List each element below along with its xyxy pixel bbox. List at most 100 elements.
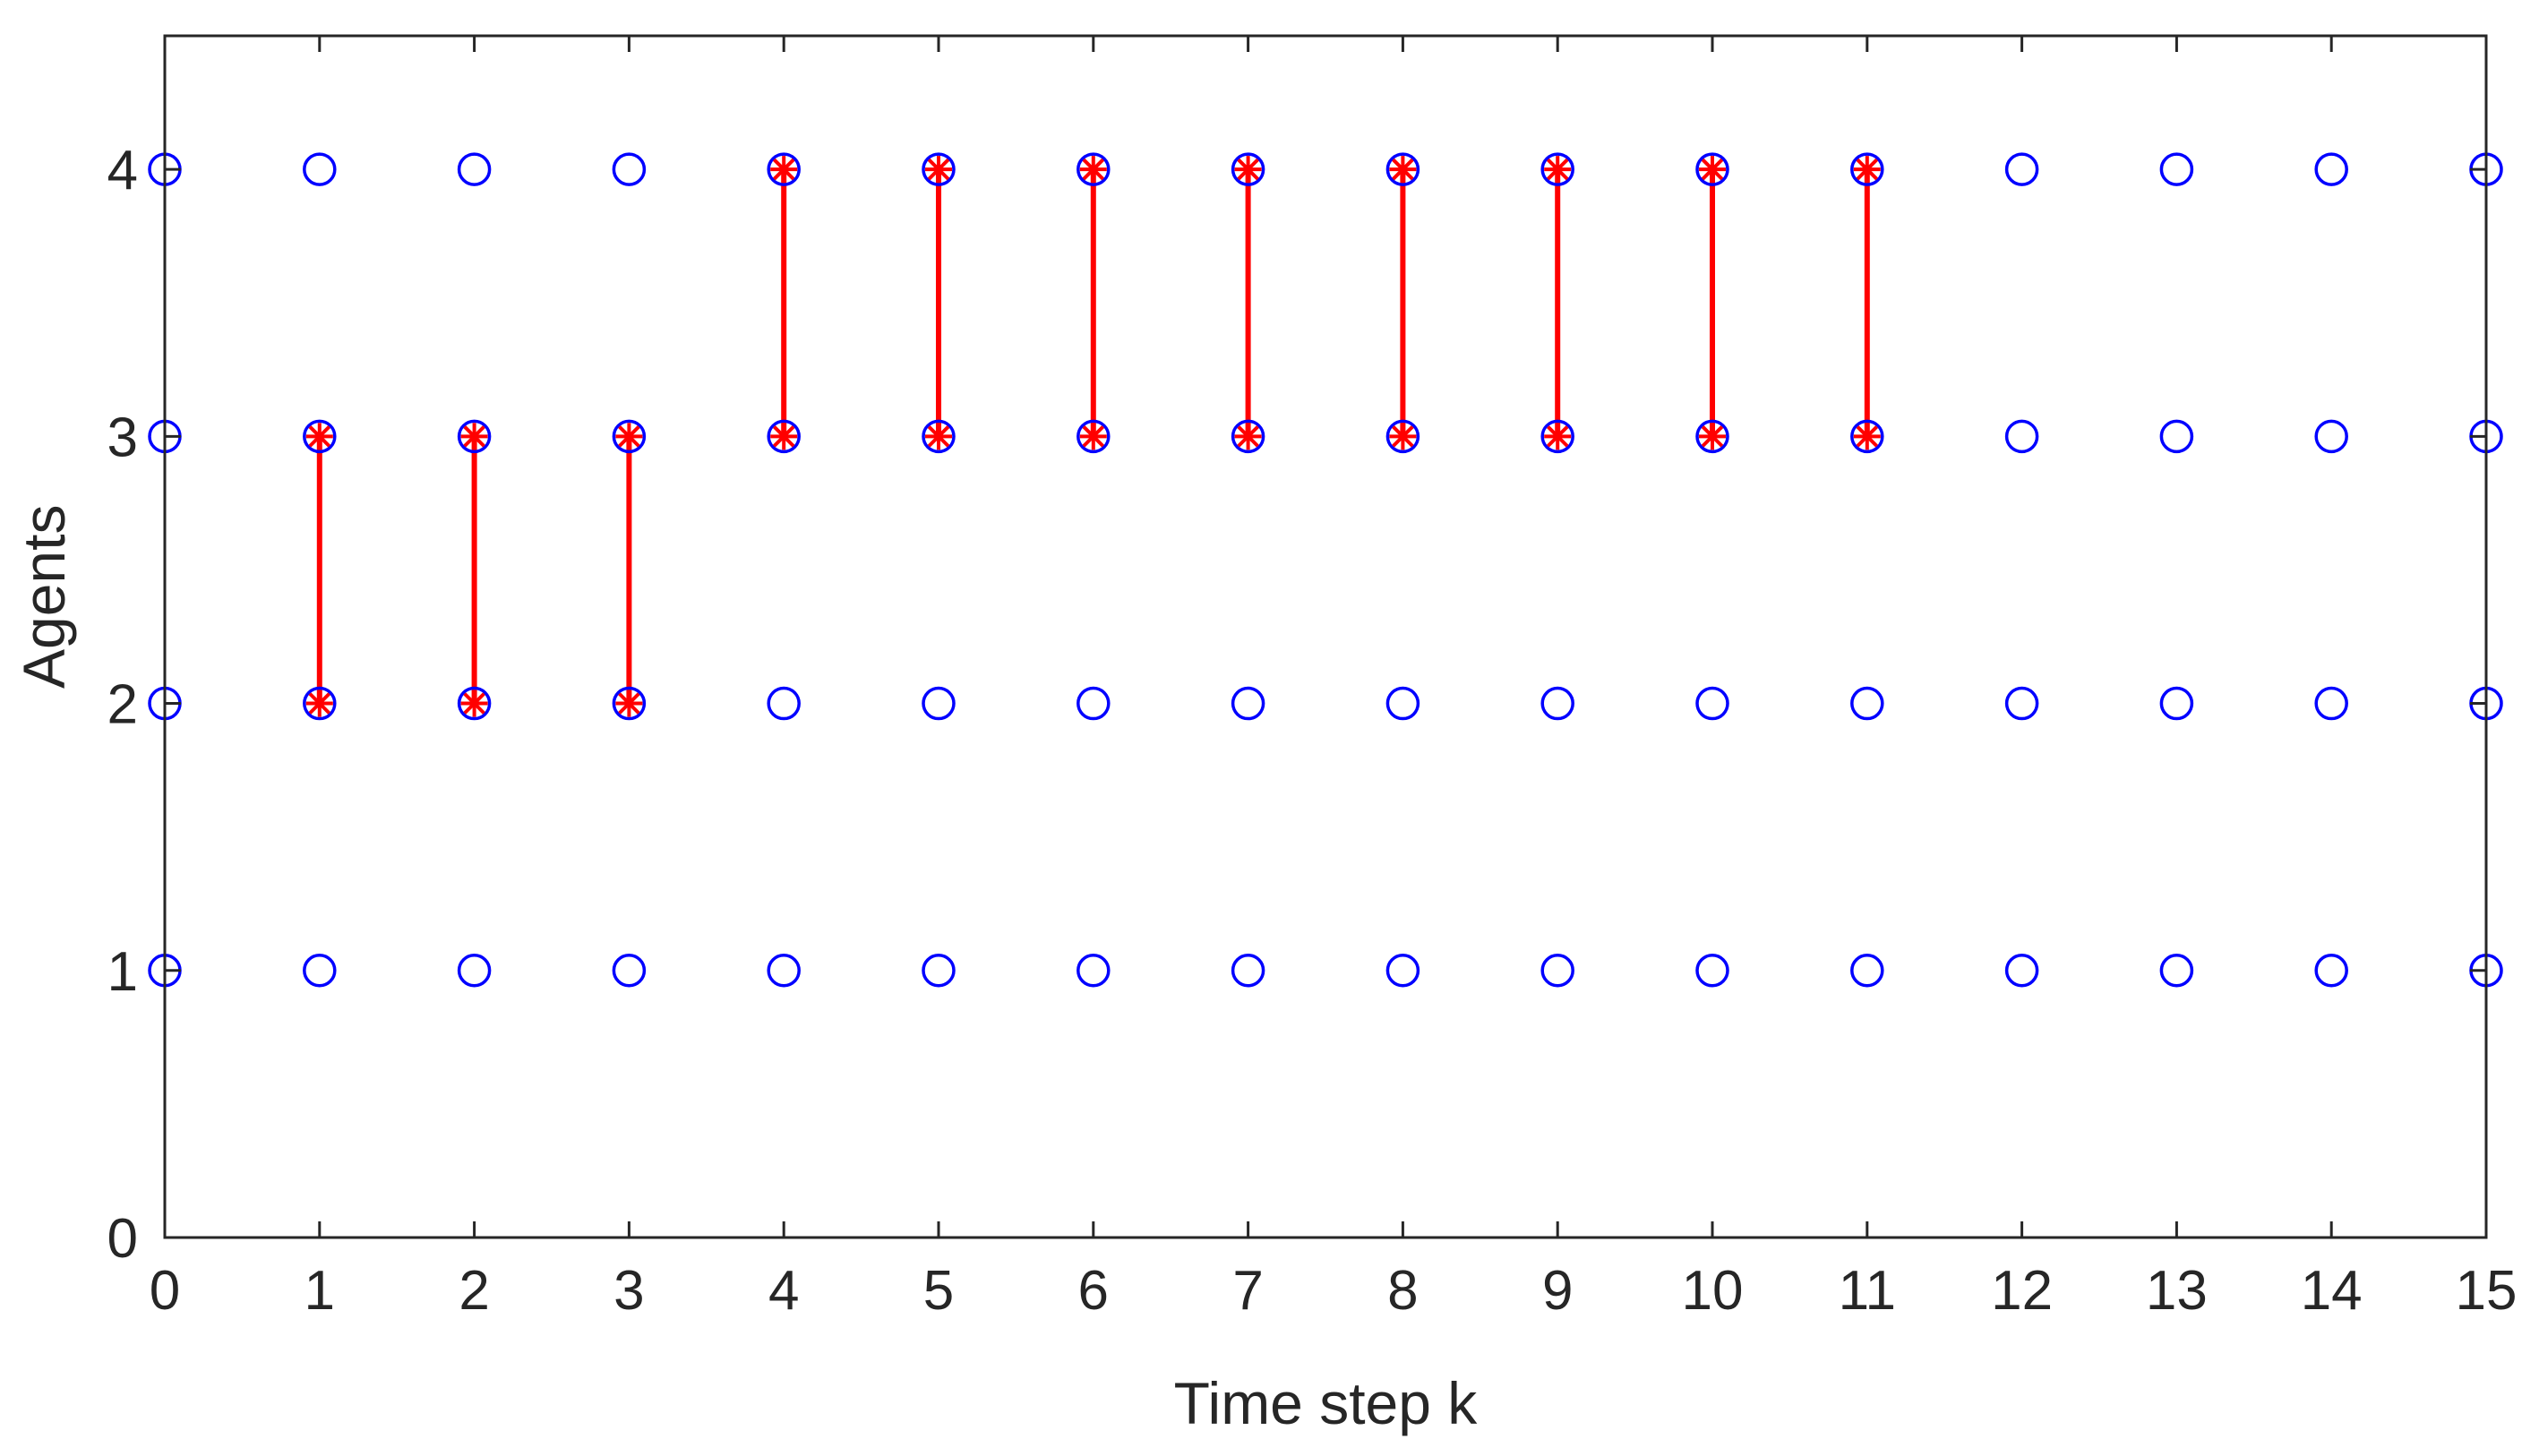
agent-node-marker: [922, 686, 956, 721]
agent-node-marker: [2004, 419, 2039, 454]
asterisk-stroke: [1237, 425, 1259, 448]
asterisk-stroke: [1701, 158, 1724, 181]
asterisk-stroke: [1237, 158, 1259, 181]
agent-node-marker: [2004, 954, 2039, 988]
link-endpoint-marker: [460, 689, 488, 717]
x-tick-label: 5: [923, 1260, 954, 1322]
y-tick-label: 1: [107, 941, 138, 1003]
agent-node-marker: [1385, 419, 1420, 454]
link-endpoint-marker: [1389, 156, 1417, 184]
agent-node-marker: [1077, 686, 1111, 721]
link-endpoint-marker: [1699, 156, 1726, 184]
x-tick-label: 8: [1387, 1260, 1418, 1322]
agent-node-marker: [1695, 152, 1729, 186]
link-endpoint-marker: [1544, 156, 1572, 184]
link-endpoint-marker: [1079, 156, 1107, 184]
agent-node-marker: [1077, 419, 1111, 454]
agent-node-marker: [1850, 152, 1884, 186]
asterisk-stroke: [1392, 425, 1414, 448]
y-tick-label: 0: [107, 1208, 138, 1270]
asterisk-stroke: [308, 425, 331, 448]
asterisk-stroke: [308, 692, 331, 715]
link-endpoint-marker: [925, 423, 952, 450]
x-tick-label: 7: [1232, 1260, 1263, 1322]
asterisk-stroke: [1082, 425, 1105, 448]
link-endpoint-marker: [1079, 423, 1107, 450]
agent-node-marker: [1695, 686, 1729, 721]
agent-node-marker: [2004, 152, 2039, 186]
asterisk-stroke: [1546, 425, 1569, 448]
asterisk-stroke: [927, 158, 950, 181]
agent-node-marker: [457, 152, 492, 186]
agent-node-marker: [2314, 152, 2348, 186]
agent-node-marker: [612, 152, 647, 186]
x-tick-label: 12: [1991, 1260, 2053, 1322]
agent-node-marker: [922, 419, 956, 454]
asterisk-stroke: [618, 425, 640, 448]
link-endpoint-marker: [1234, 156, 1262, 184]
agent-node-marker: [303, 954, 337, 988]
agent-node-marker: [2314, 686, 2348, 721]
y-tick-label: 3: [107, 407, 138, 468]
link-endpoint-marker: [1389, 423, 1417, 450]
agent-node-marker: [303, 152, 337, 186]
link-endpoint-marker: [1699, 423, 1726, 450]
agent-node-marker: [2159, 419, 2194, 454]
y-axis-label: Agents: [11, 505, 77, 689]
agent-node-marker: [457, 954, 492, 988]
link-endpoint-marker: [615, 423, 643, 450]
plot-marks: [148, 152, 2503, 988]
agent-node-marker: [612, 954, 647, 988]
agent-node-marker: [1695, 954, 1729, 988]
agent-node-marker: [1385, 686, 1420, 721]
x-tick-label: 2: [459, 1260, 489, 1322]
x-tick-label: 1: [305, 1260, 335, 1322]
agent-node-marker: [922, 954, 956, 988]
x-tick-label: 10: [1682, 1260, 1744, 1322]
asterisk-stroke: [1856, 158, 1879, 181]
link-endpoint-marker: [1853, 156, 1881, 184]
asterisk-stroke: [927, 425, 950, 448]
agent-node-marker: [767, 419, 801, 454]
agent-node-marker: [2314, 954, 2348, 988]
agent-node-marker: [457, 686, 492, 721]
agent-node-marker: [2159, 686, 2194, 721]
agent-node-marker: [1540, 686, 1574, 721]
link-endpoint-marker: [305, 423, 333, 450]
link-endpoint-marker: [305, 689, 333, 717]
link-endpoint-marker: [770, 423, 798, 450]
agent-node-marker: [1077, 152, 1111, 186]
agent-node-marker: [1231, 419, 1265, 454]
asterisk-stroke: [772, 425, 795, 448]
link-endpoint-marker: [460, 423, 488, 450]
x-tick-label: 0: [150, 1260, 180, 1322]
agent-node-marker: [1231, 686, 1265, 721]
link-endpoint-marker: [1853, 423, 1881, 450]
agent-node-marker: [1231, 152, 1265, 186]
x-tick-label: 9: [1542, 1260, 1573, 1322]
asterisk-stroke: [772, 158, 795, 181]
x-tick-label: 14: [2301, 1260, 2363, 1322]
asterisk-stroke: [1392, 158, 1414, 181]
agent-node-marker: [767, 954, 801, 988]
link-endpoint-marker: [925, 156, 952, 184]
agent-node-marker: [457, 419, 492, 454]
x-tick-label: 4: [768, 1260, 799, 1322]
agent-node-marker: [2314, 419, 2348, 454]
agent-node-marker: [1850, 419, 1884, 454]
x-tick-label: 15: [2456, 1260, 2518, 1322]
agent-node-marker: [1850, 686, 1884, 721]
asterisk-stroke: [1856, 425, 1879, 448]
link-endpoint-marker: [770, 156, 798, 184]
x-tick-label: 11: [1839, 1260, 1896, 1322]
axes-box: [163, 34, 2488, 1239]
x-tick-label: 13: [2146, 1260, 2208, 1322]
link-endpoint-marker: [615, 689, 643, 717]
agent-node-marker: [767, 686, 801, 721]
agent-node-marker: [2004, 686, 2039, 721]
agent-node-marker: [303, 686, 337, 721]
agent-node-marker: [1850, 954, 1884, 988]
asterisk-stroke: [463, 425, 485, 448]
